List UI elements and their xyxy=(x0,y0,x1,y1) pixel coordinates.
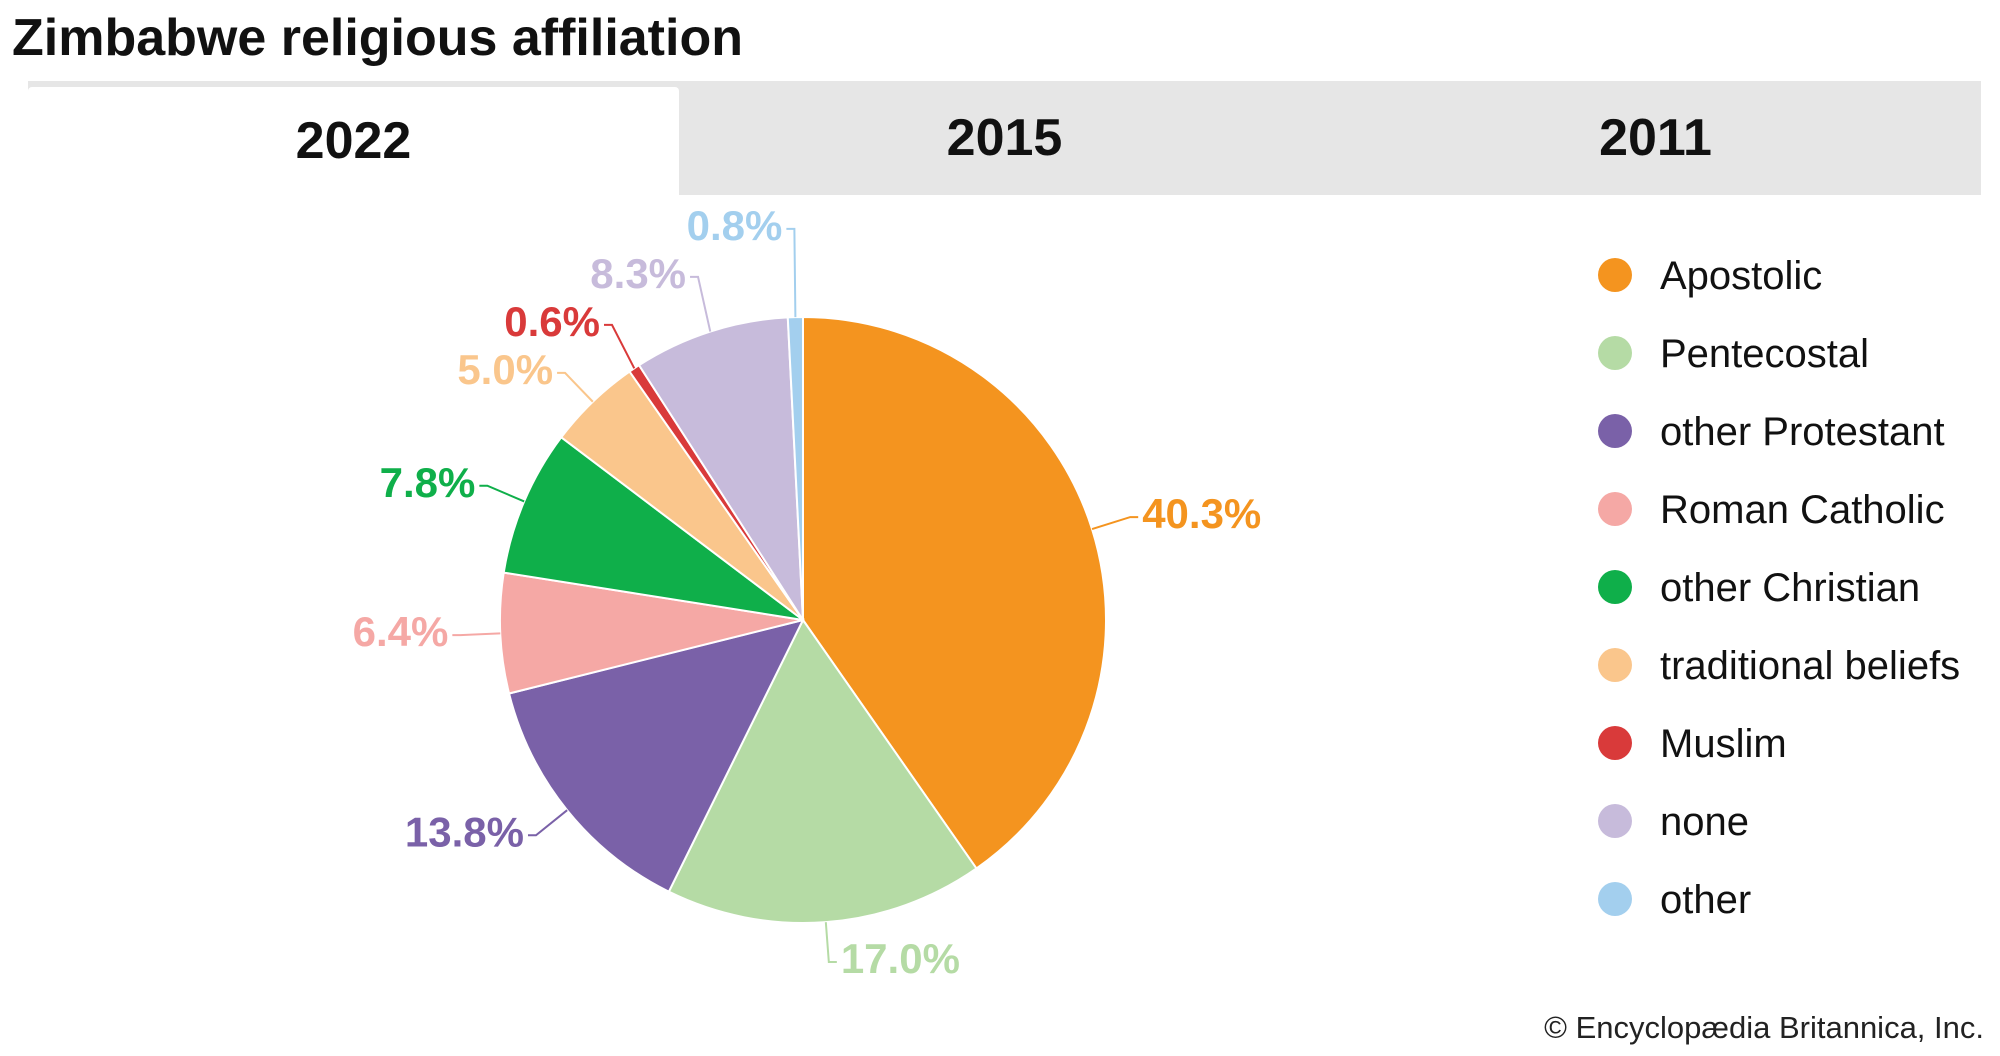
data-label: 0.8% xyxy=(687,202,783,249)
leader-line xyxy=(452,632,501,637)
legend-item: other xyxy=(1598,872,1998,928)
leader-line xyxy=(824,922,837,964)
leader-line xyxy=(557,371,594,403)
year-tab[interactable]: 2022 xyxy=(28,87,679,195)
pie-slice xyxy=(637,316,805,624)
legend-label: traditional beliefs xyxy=(1660,644,1961,688)
legend-label: Pentecostal xyxy=(1660,332,1870,376)
leader-line xyxy=(527,809,568,837)
data-label: 0.6% xyxy=(504,298,600,345)
legend-item: Pentecostal xyxy=(1598,326,1998,382)
pie-slice xyxy=(802,315,1107,870)
legend-swatch xyxy=(1598,570,1632,604)
legend-item: Roman Catholic xyxy=(1598,482,1998,538)
legend-swatch xyxy=(1598,258,1632,292)
data-label: 5.0% xyxy=(457,346,553,393)
legend-swatch xyxy=(1598,492,1632,526)
pie-slice xyxy=(502,435,804,621)
legend-label: other xyxy=(1660,878,1752,922)
legend-label: other Christian xyxy=(1660,566,1921,610)
pie-slice xyxy=(499,571,804,695)
year-tab[interactable]: 2015 xyxy=(946,109,1063,167)
leader-line xyxy=(690,275,712,332)
legend-item: Muslim xyxy=(1598,716,1998,772)
data-label: 17.0% xyxy=(841,935,960,982)
tab-bar: 2022 2015 2011 xyxy=(28,81,1981,195)
legend: Apostolic Pentecostal other Protestant Roma… xyxy=(1598,248,1998,950)
legend-item: none xyxy=(1598,794,1998,850)
legend-item: traditional beliefs xyxy=(1598,638,1998,694)
legend-swatch xyxy=(1598,726,1632,760)
leader-line xyxy=(786,227,797,318)
legend-label: other Protestant xyxy=(1660,410,1945,454)
leader-line xyxy=(1091,516,1139,531)
leader-line xyxy=(603,323,636,369)
legend-swatch xyxy=(1598,414,1632,448)
data-label: 7.8% xyxy=(380,459,476,506)
leader-line xyxy=(479,484,525,503)
legend-label: Muslim xyxy=(1660,722,1787,766)
legend-swatch xyxy=(1598,804,1632,838)
pie-slice xyxy=(507,618,805,894)
legend-swatch xyxy=(1598,882,1632,916)
data-label: 6.4% xyxy=(353,608,449,655)
legend-item: Apostolic xyxy=(1598,248,1998,304)
legend-label: none xyxy=(1660,800,1749,844)
data-label: 40.3% xyxy=(1142,490,1261,537)
year-tab[interactable]: 2011 xyxy=(1599,109,1712,167)
pie-slice xyxy=(786,315,804,621)
legend-label: Apostolic xyxy=(1660,254,1823,298)
data-label: 13.8% xyxy=(405,808,524,855)
chart-title: Zimbabwe religious affiliation xyxy=(12,9,743,67)
pie-slice xyxy=(667,618,978,924)
credit: © Encyclopædia Britannica, Inc. xyxy=(1544,1010,1984,1045)
legend-swatch xyxy=(1598,648,1632,682)
legend-item: other Christian xyxy=(1598,560,1998,616)
legend-swatch xyxy=(1598,336,1632,370)
data-label: 8.3% xyxy=(590,250,686,297)
legend-label: Roman Catholic xyxy=(1660,488,1945,532)
legend-item: other Protestant xyxy=(1598,404,1998,460)
